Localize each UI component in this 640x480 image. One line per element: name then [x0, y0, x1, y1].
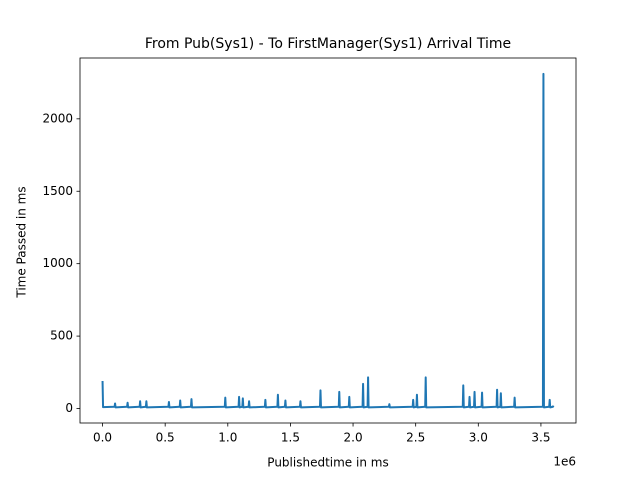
x-tick-label: 2.0 [344, 431, 363, 445]
x-offset-label: 1e6 [553, 455, 576, 469]
y-axis-label: Time Passed in ms [15, 186, 29, 298]
x-tick-label: 3.0 [469, 431, 488, 445]
x-tick-label: 1.5 [281, 431, 300, 445]
x-axis-label: Publishedtime in ms [267, 456, 388, 470]
data-line [101, 72, 555, 409]
axes-frame [79, 57, 577, 424]
y-tick-label: 2000 [42, 111, 73, 125]
x-tick-label: 0.5 [156, 431, 175, 445]
x-tick-label: 3.5 [531, 431, 550, 445]
y-tick-label: 0 [65, 401, 73, 415]
x-tick-label: 2.5 [406, 431, 425, 445]
x-tick-label: 0.0 [93, 431, 112, 445]
y-tick-label: 1500 [42, 184, 73, 198]
y-tick-label: 500 [50, 329, 73, 343]
y-tick-label: 1000 [42, 256, 73, 270]
x-tick-label: 1.0 [218, 431, 237, 445]
chart-title: From Pub(Sys1) - To FirstManager(Sys1) A… [145, 36, 511, 52]
